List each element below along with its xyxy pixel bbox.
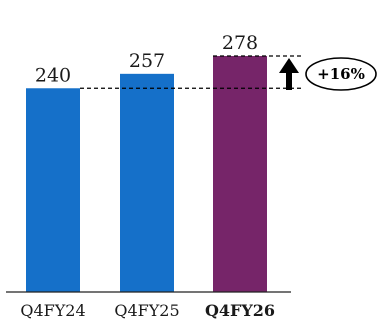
growth-callout: +16% (279, 57, 377, 91)
reference-lines-group (80, 55, 304, 89)
up-arrow-icon (279, 58, 299, 90)
value-label-q4fy24: 240 (35, 64, 71, 86)
bar-q4fy26 (213, 56, 267, 292)
tick-label-q4fy24: Q4FY24 (20, 301, 85, 320)
value-label-q4fy25: 257 (129, 50, 165, 72)
value-label-q4fy26: 278 (222, 32, 258, 54)
x-tick-labels-group: Q4FY24 Q4FY25 Q4FY26 (20, 301, 275, 320)
bar-q4fy25 (120, 73, 174, 293)
tick-label-q4fy26: Q4FY26 (205, 301, 275, 320)
growth-callout-oval (305, 57, 377, 91)
bar-q4fy24 (26, 88, 80, 292)
tick-label-q4fy25: Q4FY25 (114, 301, 179, 320)
growth-callout-label: +16% (317, 65, 365, 83)
bars-group (26, 56, 267, 293)
value-labels-group: 240 257 278 (35, 32, 258, 86)
